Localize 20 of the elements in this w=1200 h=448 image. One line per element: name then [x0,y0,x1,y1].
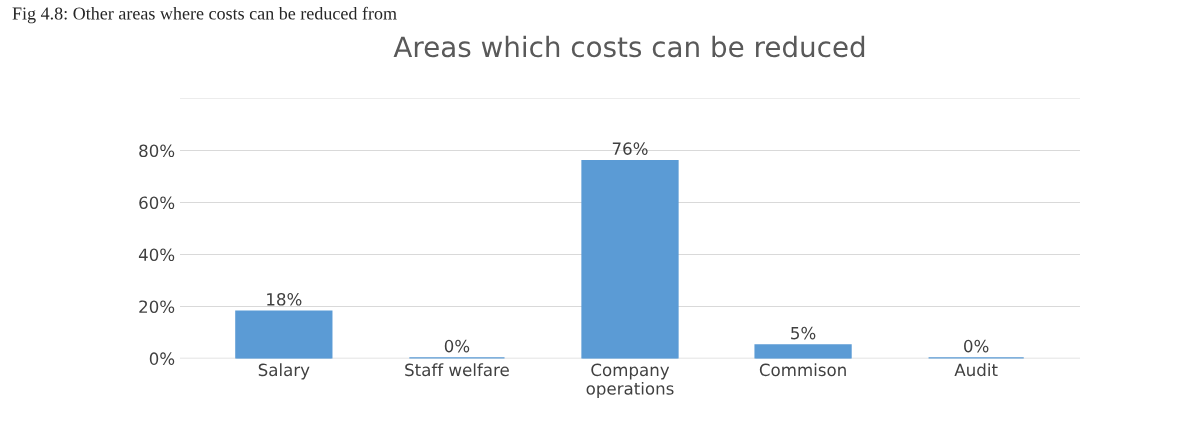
y-tick-label: 40% [138,248,175,262]
data-label: 0% [964,339,989,353]
y-tick-label: 20% [139,300,175,313]
data-label: 0% [444,339,470,353]
bar [581,159,679,359]
data-label: 18% [267,293,302,306]
chart-title: Areas which costs can be reduced [393,35,865,58]
x-tick-label: Staff welfare [405,363,509,377]
x-tick-label: Audit [954,363,998,377]
bar [235,310,333,359]
x-tick-label: Salary [258,363,310,380]
y-tick-label: 60% [139,196,175,210]
data-label: 76% [612,142,648,155]
x-tick-label: Commison [759,363,846,377]
x-tick-label: Company operations [586,363,674,399]
bar [754,344,852,359]
caption: Fig 4.8: Other areas where costs can be reduced from [12,6,397,24]
y-tick-label: 80% [139,144,175,158]
y-tick-label: 0% [149,352,175,365]
data-label: 5% [791,326,816,340]
